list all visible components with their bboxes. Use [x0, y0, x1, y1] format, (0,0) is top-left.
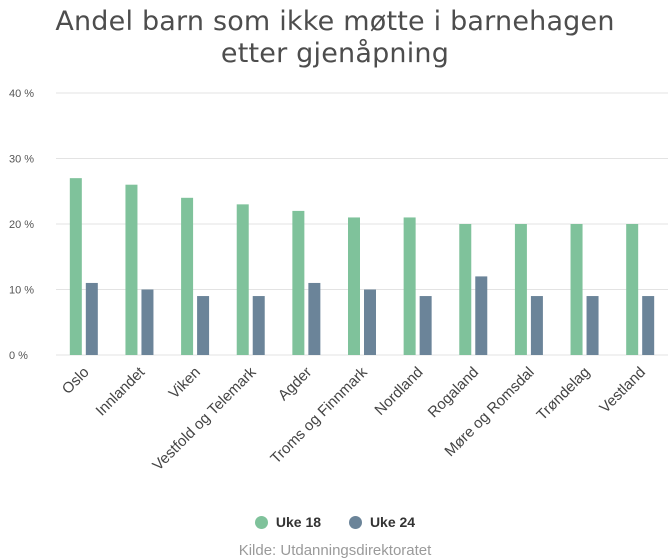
bar-uke-24: [85, 282, 98, 355]
source-note: Kilde: Utdanningsdirektoratet: [238, 542, 432, 559]
bar-uke-24: [308, 282, 321, 355]
legend-label-uke-18: Uke 18: [275, 514, 322, 530]
bar-uke-18: [459, 224, 472, 355]
bar-uke-18: [348, 217, 360, 355]
x-tick-label: Innlandet: [93, 363, 149, 419]
bar-uke-24: [530, 296, 543, 355]
y-tick-label: 40 %: [9, 88, 34, 100]
chart-title-line-2: etter gjenåpning: [220, 38, 450, 69]
bar-uke-18: [236, 204, 249, 355]
x-tick-label: Troms og Finnmark: [267, 363, 371, 467]
x-tick-label: Viken: [166, 364, 204, 402]
chart-title-line-1: Andel barn som ikke møtte i barnehagen: [55, 6, 615, 37]
x-tick-label: Rogaland: [425, 364, 482, 421]
bar-uke-24: [364, 289, 376, 355]
legend-swatch-uke-18: [254, 515, 268, 529]
bar-uke-24: [252, 296, 265, 355]
x-tick-label: Nordland: [371, 364, 426, 419]
bar-uke-18: [514, 224, 527, 355]
legend-item-uke-18[interactable]: Uke 18: [254, 514, 322, 530]
y-tick-label: 30 %: [9, 154, 34, 166]
bar-uke-24: [141, 289, 154, 355]
legend-swatch-uke-24: [348, 515, 362, 529]
bar-uke-24: [419, 296, 432, 355]
legend: Uke 18 Uke 24: [0, 514, 670, 532]
legend-label-uke-24: Uke 24: [369, 514, 416, 530]
x-tick-label: Agder: [275, 364, 315, 404]
x-tick-label: Vestfold og Telemark: [149, 363, 260, 474]
bar-uke-24: [586, 296, 599, 355]
bar-uke-18: [403, 217, 416, 355]
bar-uke-18: [292, 210, 305, 355]
y-tick-label: 20 %: [9, 219, 34, 231]
legend-item-uke-24[interactable]: Uke 24: [348, 514, 416, 530]
x-tick-label: Oslo: [59, 364, 93, 398]
bar-uke-18: [626, 224, 639, 355]
bar-uke-24: [197, 296, 210, 355]
bar-uke-18: [181, 197, 194, 355]
bar-uke-18: [570, 224, 583, 355]
y-tick-label: 10 %: [9, 285, 34, 297]
bar-uke-18: [125, 184, 138, 355]
bar-uke-18: [69, 178, 82, 355]
bar-uke-24: [642, 296, 655, 355]
chart-title: Andel barn som ikke møtte i barnehagen e…: [0, 6, 670, 70]
y-tick-label: 0 %: [9, 350, 28, 362]
bar-uke-24: [475, 276, 488, 355]
x-tick-label: Vestland: [596, 364, 649, 417]
x-tick-label: Trøndelag: [533, 364, 593, 424]
